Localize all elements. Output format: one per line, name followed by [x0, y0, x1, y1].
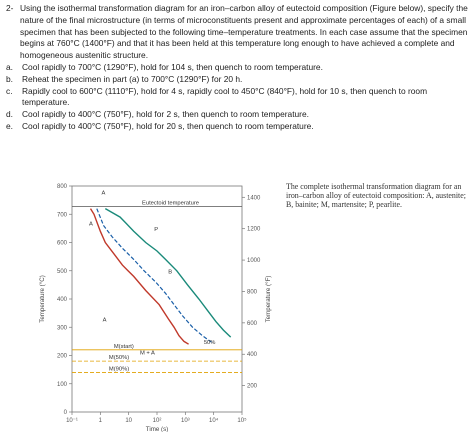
item-letter: e. [6, 120, 13, 131]
y-tick-label-right: 400 [247, 352, 258, 358]
x-tick-label: 10 [125, 418, 132, 424]
finish-curve [104, 207, 232, 338]
plot-frame [71, 185, 243, 413]
x-tick-label: 10² [153, 418, 162, 424]
question-number: 2- [6, 3, 14, 13]
list-item: d. Cool rapidly to 400°C (750°F), hold fo… [6, 109, 468, 121]
m90-label: M(90%) [109, 366, 129, 372]
y-axis-label-right: Temperature (°F) [265, 276, 272, 323]
y-tick-label-right: 600 [247, 321, 258, 327]
m50-label: M(50%) [109, 355, 129, 361]
y-tick-label-right: 1400 [247, 195, 261, 201]
list-item: c. Rapidly cool to 600°C (1110°F), hold f… [6, 86, 468, 110]
x-tick-label: 10⁻¹ [66, 418, 78, 424]
question-intro: 2- Using the isothermal transformation d… [6, 3, 468, 62]
item-letter: c. [6, 85, 13, 96]
item-text: Reheat the specimen in part (a) to 700°C… [22, 73, 243, 84]
y-tick-label-left: 100 [57, 382, 68, 388]
y-tick-label-left: 300 [57, 325, 68, 331]
x-axis-label: Time (s) [146, 426, 168, 432]
y-tick-label-left: 0 [64, 410, 68, 416]
item-text: Cool rapidly to 400°C (750°F), hold for … [22, 120, 314, 131]
y-tick-label-left: 800 [57, 184, 68, 190]
question-intro-text: Using the isothermal transformation diag… [20, 3, 468, 61]
region-label-austenite-low: A [103, 318, 107, 324]
eutectoid-label: Eutectoid temperature [142, 201, 199, 207]
fifty-percent-curve [96, 208, 213, 344]
region-label-austenite-top: A [102, 190, 106, 196]
y-tick-label-left: 700 [57, 212, 68, 218]
y-tick-label-left: 500 [57, 269, 68, 275]
y-tick-label-left: 200 [57, 354, 68, 360]
question-block: 2- Using the isothermal transformation d… [6, 3, 468, 133]
region-label-austenite-left: A [89, 222, 93, 228]
item-letter: a. [6, 61, 13, 72]
mstart-label: M(start) [114, 344, 134, 350]
ma-label: M + A [140, 351, 155, 357]
item-letter: d. [6, 109, 13, 120]
region-label-pearlite: P [154, 227, 158, 233]
item-text: Rapidly cool to 600°C (1110°F), hold for… [22, 85, 428, 108]
ttt-diagram: 0 100 200 300 400 500 600 700 800 200 400 600 800 100… [39, 184, 272, 432]
fifty-percent-label: 50% [204, 340, 216, 346]
list-item: e. Cool rapidly to 400°C (750°F), hold fo… [6, 121, 468, 133]
x-tick-label: 10⁵ [237, 417, 247, 424]
figure-caption: The complete isothermal transformation d… [286, 182, 466, 210]
treatment-list: a. Cool rapidly to 700°C (1290°F), hold f… [6, 62, 468, 133]
y-tick-label-right: 200 [247, 384, 258, 390]
item-text: Cool rapidly to 400°C (750°F), hold for … [22, 109, 309, 120]
y-tick-label-left: 600 [57, 241, 68, 247]
region-label-bainite: B [168, 270, 172, 276]
list-item: a. Cool rapidly to 700°C (1290°F), hold f… [6, 62, 468, 74]
y-tick-label-left: 400 [57, 297, 68, 303]
item-letter: b. [6, 73, 13, 84]
x-tick-label: 1 [99, 418, 103, 424]
start-curve [89, 208, 189, 345]
y-tick-label-right: 800 [247, 289, 258, 295]
y-tick-label-right: 1200 [247, 227, 261, 233]
item-text: Cool rapidly to 700°C (1290°F), hold for… [22, 61, 323, 72]
list-item: b. Reheat the specimen in part (a) to 700… [6, 74, 468, 86]
x-tick-label: 10³ [181, 418, 190, 424]
y-axis-label-left: Temperature (°C) [39, 275, 46, 323]
figure: 0 100 200 300 400 500 600 700 800 200 400 600 800 100… [0, 172, 474, 432]
y-tick-label-right: 1000 [247, 258, 261, 264]
x-tick-label: 10⁴ [209, 417, 219, 424]
